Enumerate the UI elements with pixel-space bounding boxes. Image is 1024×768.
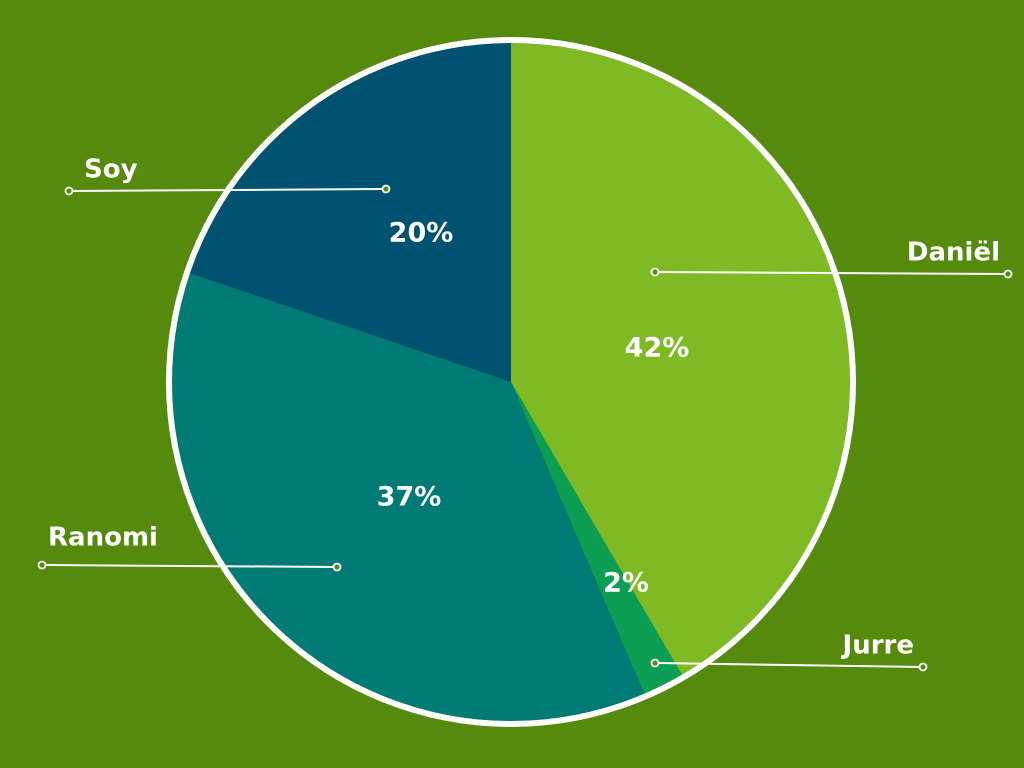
leader-line-dani-l	[654, 271, 1009, 275]
pie-slice-soy	[189, 43, 511, 382]
leader-dot-soy-outer	[64, 186, 74, 196]
leader-line-jurre	[654, 662, 924, 668]
leader-dot-dani-l-outer	[1003, 269, 1013, 279]
pie-outline	[166, 37, 856, 727]
leader-dot-dani-l-inner	[650, 267, 660, 277]
leaders-layer	[37, 184, 1013, 672]
category-label-soy: Soy	[84, 155, 138, 185]
leader-dot-jurre-outer	[918, 662, 928, 672]
pie-slice-dani-l	[511, 43, 850, 675]
leader-dot-jurre-inner	[650, 658, 660, 668]
category-label-dani-l: Daniël	[907, 238, 1000, 268]
percent-label-soy: 20%	[389, 218, 454, 249]
percent-label-jurre: 2%	[603, 568, 649, 599]
slices-layer	[172, 43, 850, 721]
leader-line-soy	[68, 188, 387, 192]
category-label-ranomi: Ranomi	[48, 523, 158, 553]
leader-line-ranomi	[41, 564, 338, 568]
percent-label-ranomi: 37%	[377, 482, 442, 513]
labels-layer: 42% Daniël 2% Jurre 37% Ranomi 20% Soy	[48, 155, 1000, 661]
leader-dot-ranomi-outer	[37, 560, 47, 570]
pie-slice-ranomi	[172, 273, 645, 721]
leader-dot-soy-inner	[381, 184, 391, 194]
percent-label-dani-l: 42%	[625, 333, 690, 364]
leader-dot-ranomi-inner	[332, 562, 342, 572]
category-label-jurre: Jurre	[841, 631, 914, 661]
pie-slice-jurre	[511, 382, 683, 694]
